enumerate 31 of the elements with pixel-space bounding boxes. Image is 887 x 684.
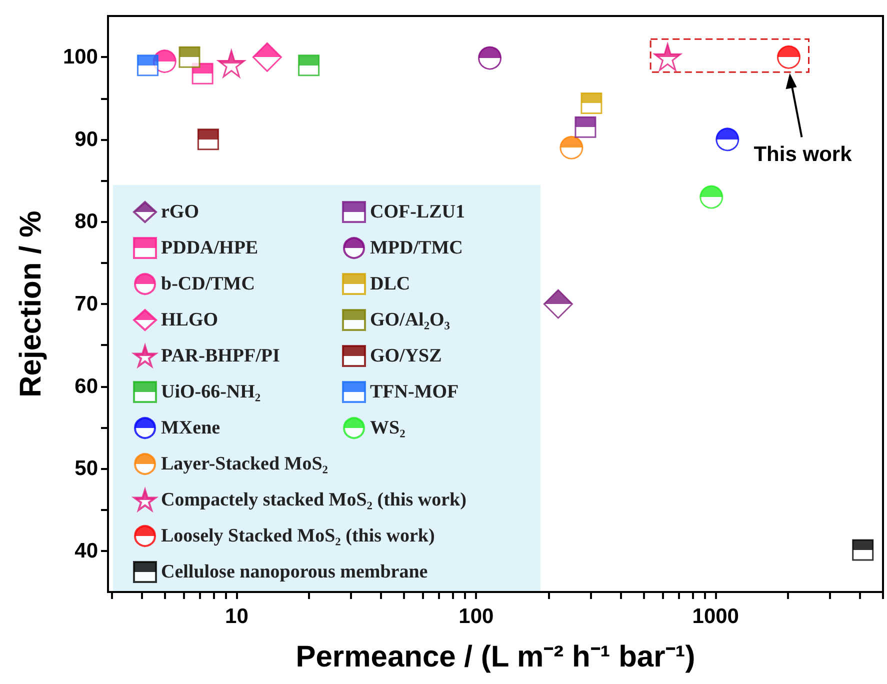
legend-label: TFN-MOF <box>370 382 459 402</box>
y-tick-label: 70 <box>74 292 98 316</box>
x-tick-label: 10 <box>225 605 248 628</box>
x-tick-label: 1000 <box>692 605 739 628</box>
legend-label: Loosely Stacked MoS₂ (this work) <box>161 526 435 546</box>
legend-label: PDDA/HPE <box>161 238 258 258</box>
y-axis-title: Rejection / % <box>14 210 48 398</box>
y-tick-label: 100 <box>62 46 98 69</box>
legend-label: Cellulose nanoporous membrane <box>161 562 428 582</box>
x-tick-label: 100 <box>458 605 494 628</box>
legend-label: Layer-Stacked MoS₂ <box>161 454 328 474</box>
legend-label: b-CD/TMC <box>161 274 255 294</box>
legend-label: WS₂ <box>370 418 406 438</box>
legend-label: DLC <box>370 274 410 294</box>
legend-label: PAR-BHPF/PI <box>161 346 280 366</box>
legend-label: rGO <box>161 202 199 222</box>
legend-label: GO/YSZ <box>370 346 442 366</box>
legend-label: GO/Al₂O₃ <box>370 310 450 330</box>
y-tick-label: 60 <box>74 374 98 398</box>
legend-label: MPD/TMC <box>370 238 463 258</box>
legend-label: UiO-66-NH₂ <box>161 382 261 402</box>
legend-label: Compactely stacked MoS₂ (this work) <box>161 490 466 510</box>
legend-label: COF-LZU1 <box>370 202 465 222</box>
y-tick-label: 40 <box>74 539 98 562</box>
y-tick-label: 80 <box>74 210 98 234</box>
y-tick-label: 90 <box>74 128 98 151</box>
legend-label: MXene <box>161 418 220 438</box>
legend-label: HLGO <box>161 310 218 330</box>
x-axis-title: Permeance / (L m⁻² h⁻¹ bar⁻¹) <box>296 640 696 674</box>
y-tick-label: 50 <box>74 457 98 480</box>
annotation: This work <box>754 143 852 168</box>
